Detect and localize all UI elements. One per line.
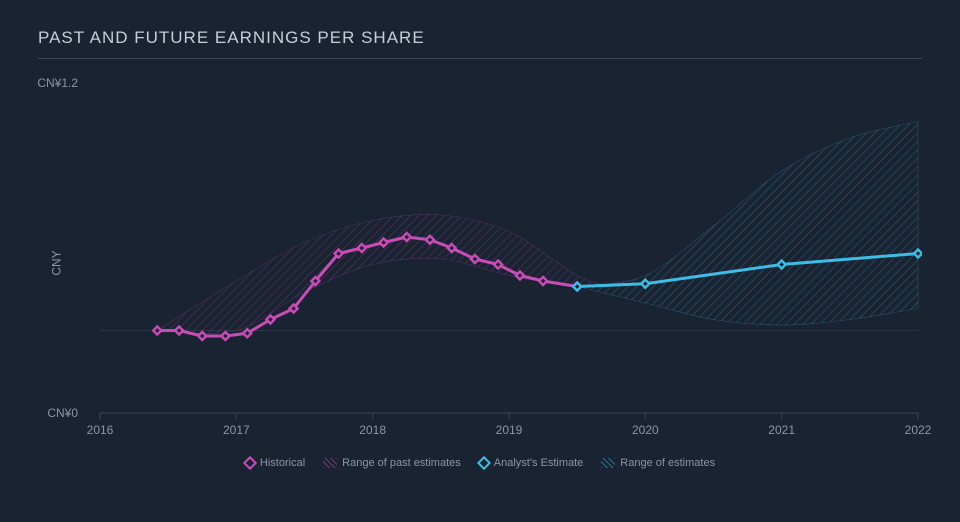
estimate-marker [573, 283, 581, 291]
future-estimate-range [577, 122, 918, 326]
eps-chart: PAST AND FUTURE EARNINGS PER SHARE CNY C… [0, 0, 960, 522]
y-tick-label: CN¥1.2 [37, 76, 78, 90]
legend: Historical Range of past estimates Analy… [38, 457, 922, 469]
historical-marker [358, 244, 366, 252]
historical-marker [426, 236, 434, 244]
historical-marker [494, 261, 502, 269]
hatch-icon [323, 458, 337, 468]
y-axis-label: CNY [50, 250, 64, 275]
plot-svg [86, 73, 922, 453]
estimate-marker [778, 261, 786, 269]
x-tick-label: 2018 [359, 423, 386, 437]
historical-marker [516, 272, 524, 280]
legend-label: Range of estimates [620, 457, 715, 469]
legend-past-range: Range of past estimates [323, 457, 461, 469]
legend-historical: Historical [245, 457, 305, 469]
hatch-icon [601, 458, 615, 468]
x-tick-label: 2016 [87, 423, 114, 437]
historical-marker [221, 332, 229, 340]
diamond-icon [243, 456, 257, 470]
historical-marker [153, 327, 161, 335]
historical-marker [539, 277, 547, 285]
historical-marker [290, 305, 298, 313]
diamond-icon [477, 456, 491, 470]
historical-marker [266, 316, 274, 324]
x-tick-label: 2017 [223, 423, 250, 437]
historical-marker [471, 255, 479, 263]
chart-title: PAST AND FUTURE EARNINGS PER SHARE [38, 28, 922, 59]
plot-area: CNY CN¥0CN¥1.220162017201820192020202120… [86, 73, 922, 453]
x-tick-label: 2022 [905, 423, 932, 437]
x-tick-label: 2021 [768, 423, 795, 437]
legend-label: Analyst's Estimate [494, 457, 584, 469]
historical-marker [311, 277, 319, 285]
y-tick-label: CN¥0 [47, 406, 78, 420]
legend-label: Historical [260, 457, 305, 469]
historical-marker [380, 239, 388, 247]
historical-marker [403, 233, 411, 241]
estimate-marker [641, 280, 649, 288]
historical-marker [335, 250, 343, 258]
historical-marker [175, 327, 183, 335]
x-tick-label: 2020 [632, 423, 659, 437]
legend-future-range: Range of estimates [601, 457, 715, 469]
past-estimate-range [157, 214, 611, 333]
estimate-marker [914, 250, 922, 258]
historical-marker [448, 244, 456, 252]
x-tick-label: 2019 [496, 423, 523, 437]
historical-marker [198, 332, 206, 340]
historical-marker [243, 329, 251, 337]
legend-estimate: Analyst's Estimate [479, 457, 584, 469]
legend-label: Range of past estimates [342, 457, 461, 469]
